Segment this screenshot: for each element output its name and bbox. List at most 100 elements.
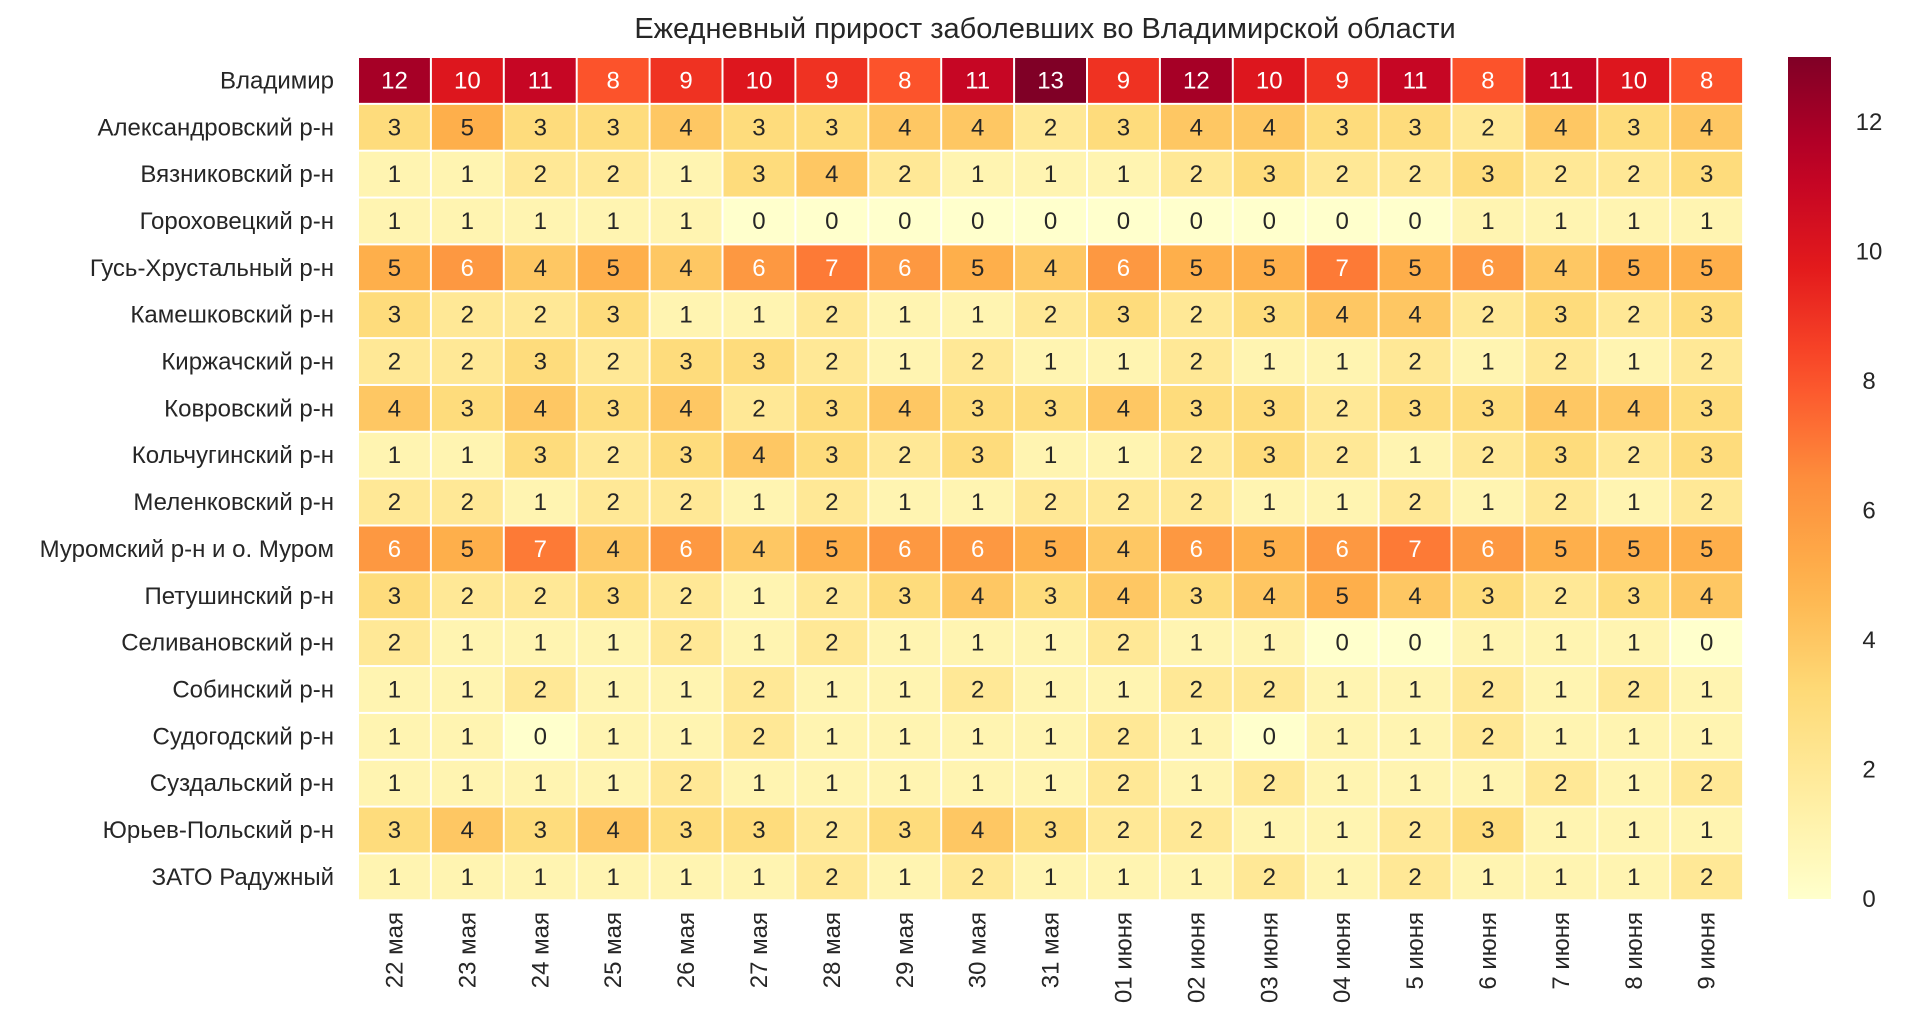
cell-value-label: 3 xyxy=(606,114,619,141)
cell-value-label: 4 xyxy=(534,395,547,422)
cell-value-label: 1 xyxy=(1190,864,1203,891)
heatmap-cell xyxy=(431,385,503,431)
cell-value-label: 3 xyxy=(1190,583,1203,610)
heatmap-cell xyxy=(577,385,649,431)
cell-value-label: 1 xyxy=(388,161,401,188)
cell-value-label: 1 xyxy=(898,864,911,891)
heatmap-cell xyxy=(359,667,430,712)
cell-value-label: 1 xyxy=(1044,723,1057,750)
heatmap-cell xyxy=(1160,667,1232,712)
heatmap-cell xyxy=(1306,104,1378,150)
heatmap-cell xyxy=(723,760,795,806)
heatmap-cell xyxy=(869,104,941,150)
cell-value-label: 12 xyxy=(1183,67,1210,94)
cell-value-label: 1 xyxy=(898,770,911,797)
heatmap-cell xyxy=(1015,760,1086,806)
heatmap-cell xyxy=(1598,339,1670,384)
heatmap-cell xyxy=(431,104,503,150)
cell-value-label: 2 xyxy=(1190,161,1203,188)
cell-value-label: 6 xyxy=(388,536,401,563)
cell-value-label: 1 xyxy=(679,161,692,188)
heatmap-cell xyxy=(1379,432,1451,478)
heatmap-cell xyxy=(650,620,722,666)
heatmap-cell xyxy=(1671,151,1743,197)
heatmap-cell xyxy=(1306,760,1378,806)
heatmap-cell xyxy=(1088,807,1159,853)
heatmap-cell xyxy=(796,385,868,431)
heatmap-cell xyxy=(1015,58,1086,103)
cell-value-label: 3 xyxy=(1117,114,1130,141)
cell-value-label: 1 xyxy=(1481,208,1494,235)
cell-value-label: 9 xyxy=(1117,67,1130,94)
heatmap-cell xyxy=(1671,526,1743,572)
heatmap-cell xyxy=(1306,807,1378,853)
cell-value-label: 2 xyxy=(461,302,474,329)
heatmap-cell xyxy=(1379,479,1451,525)
heatmap-cell xyxy=(1525,198,1597,244)
cell-value-label: 5 xyxy=(1700,536,1713,563)
heatmap-cells: 12 10 11 8 9 10 9 8 11 13 9 12 10 9 11 8 11 10 83 5 3 3 4 3 3 4 4 2… xyxy=(359,58,1743,900)
heatmap-cell xyxy=(1015,854,1086,900)
cell-value-label: 5 xyxy=(1335,583,1348,610)
chart-title: Ежедневный прирост заболевших во Владими… xyxy=(634,13,1455,45)
heatmap-cell xyxy=(1452,339,1524,384)
cell-value-label: 6 xyxy=(1481,255,1494,282)
cell-value-label: 4 xyxy=(971,583,984,610)
cell-value-label: 1 xyxy=(1554,864,1567,891)
cell-value-label: 0 xyxy=(825,208,838,235)
heatmap-cell xyxy=(1088,385,1159,431)
heatmap-cell xyxy=(431,760,503,806)
cell-value-label: 1 xyxy=(461,208,474,235)
cell-value-label: 2 xyxy=(1627,161,1640,188)
colorbar-bar xyxy=(1788,57,1831,899)
cell-value-label: 11 xyxy=(1403,67,1428,94)
heatmap-cell xyxy=(650,807,722,853)
row-label: Селивановский р-н xyxy=(121,630,334,657)
cell-value-label: 5 xyxy=(1627,255,1640,282)
heatmap-cell xyxy=(1379,385,1451,431)
heatmap-cell xyxy=(431,292,503,338)
cell-value-label: 2 xyxy=(898,161,911,188)
heatmap-cell xyxy=(1088,526,1159,572)
heatmap-cell xyxy=(504,526,576,572)
heatmap-cell xyxy=(1160,104,1232,150)
heatmap-cell xyxy=(1452,198,1524,244)
cell-value-label: 2 xyxy=(1408,489,1421,516)
cell-value-label: 1 xyxy=(1627,770,1640,797)
cell-value-label: 1 xyxy=(1627,208,1640,235)
cell-value-label: 3 xyxy=(825,442,838,469)
heatmap-cell xyxy=(504,245,576,291)
heatmap-cell xyxy=(1525,573,1597,619)
cell-value-label: 6 xyxy=(898,255,911,282)
cell-value-label: 2 xyxy=(1117,770,1130,797)
cell-value-label: 1 xyxy=(606,770,619,797)
heatmap-cell xyxy=(1088,58,1159,103)
row-label: Кольчугинский р-н xyxy=(132,442,334,469)
heatmap-cell xyxy=(942,667,1014,712)
heatmap-cell xyxy=(1160,292,1232,338)
heatmap-cell xyxy=(723,854,795,900)
heatmap-cell xyxy=(359,198,430,244)
heatmap-cell xyxy=(1088,432,1159,478)
heatmap-cell xyxy=(359,854,430,900)
heatmap-cell xyxy=(431,432,503,478)
heatmap-cell xyxy=(1379,526,1451,572)
heatmap-cell xyxy=(942,854,1014,900)
heatmap-cell xyxy=(1452,292,1524,338)
row-label: Муромский р-н и о. Муром xyxy=(40,536,334,563)
heatmap-cell xyxy=(1598,713,1670,759)
cell-value-label: 1 xyxy=(679,676,692,703)
cell-value-label: 8 xyxy=(606,67,619,94)
heatmap-cell xyxy=(942,198,1014,244)
heatmap-cell xyxy=(723,667,795,712)
cell-value-label: 3 xyxy=(752,349,765,376)
cell-value-label: 2 xyxy=(1481,676,1494,703)
heatmap-cell xyxy=(1671,807,1743,853)
cell-value-label: 6 xyxy=(752,255,765,282)
heatmap-cell xyxy=(1233,620,1305,666)
heatmap-cell xyxy=(504,104,576,150)
row-label: Гороховецкий р-н xyxy=(140,208,334,235)
heatmap-cell xyxy=(1306,58,1378,103)
heatmap-cell xyxy=(1671,760,1743,806)
